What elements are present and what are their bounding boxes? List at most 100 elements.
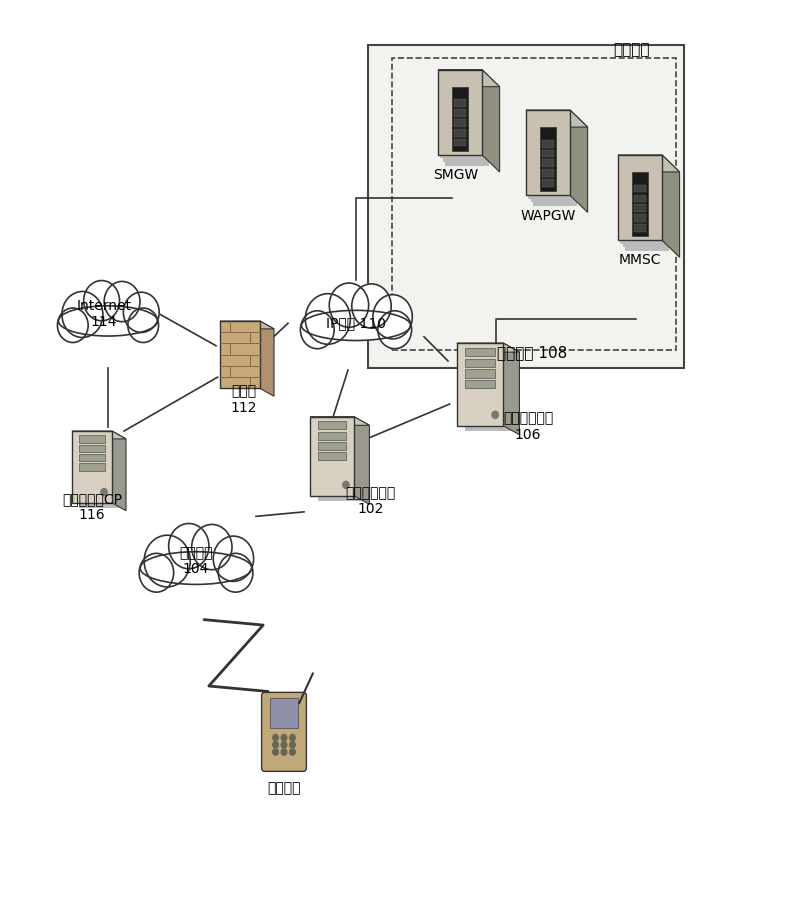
Ellipse shape xyxy=(302,311,410,340)
Text: 防火墙
112: 防火墙 112 xyxy=(230,384,258,415)
Circle shape xyxy=(273,735,278,741)
Ellipse shape xyxy=(140,551,252,585)
Circle shape xyxy=(330,283,369,327)
Text: Internet
114: Internet 114 xyxy=(77,299,131,330)
FancyBboxPatch shape xyxy=(526,110,570,196)
FancyBboxPatch shape xyxy=(452,86,468,151)
Polygon shape xyxy=(526,110,587,128)
FancyBboxPatch shape xyxy=(392,58,676,350)
Text: IP网络 110: IP网络 110 xyxy=(326,316,386,330)
Circle shape xyxy=(282,742,287,748)
Circle shape xyxy=(84,280,119,321)
FancyBboxPatch shape xyxy=(318,442,346,450)
Text: 业务路由网关
106: 业务路由网关 106 xyxy=(503,411,553,442)
FancyBboxPatch shape xyxy=(454,100,466,107)
Circle shape xyxy=(290,735,295,741)
FancyBboxPatch shape xyxy=(454,110,466,117)
Polygon shape xyxy=(457,343,519,352)
FancyBboxPatch shape xyxy=(465,380,495,389)
FancyBboxPatch shape xyxy=(626,166,670,251)
Circle shape xyxy=(104,281,140,321)
Polygon shape xyxy=(112,431,126,511)
Circle shape xyxy=(144,535,190,587)
FancyBboxPatch shape xyxy=(443,77,486,162)
FancyBboxPatch shape xyxy=(465,369,495,378)
Polygon shape xyxy=(662,154,680,257)
FancyBboxPatch shape xyxy=(79,454,105,462)
FancyBboxPatch shape xyxy=(368,45,684,368)
FancyBboxPatch shape xyxy=(79,445,105,452)
FancyBboxPatch shape xyxy=(445,81,490,166)
Polygon shape xyxy=(438,70,499,87)
FancyBboxPatch shape xyxy=(79,436,119,507)
Polygon shape xyxy=(72,431,126,439)
Text: 内容提供商CP
116: 内容提供商CP 116 xyxy=(62,492,122,523)
Polygon shape xyxy=(570,110,587,213)
FancyBboxPatch shape xyxy=(310,417,354,496)
FancyBboxPatch shape xyxy=(529,114,573,199)
Circle shape xyxy=(139,553,174,592)
Circle shape xyxy=(378,311,412,348)
FancyBboxPatch shape xyxy=(634,195,646,202)
Circle shape xyxy=(101,489,107,496)
FancyBboxPatch shape xyxy=(454,138,466,146)
Text: 数字阅读平台
102: 数字阅读平台 102 xyxy=(346,486,395,516)
FancyBboxPatch shape xyxy=(618,154,662,240)
Circle shape xyxy=(343,481,349,489)
Polygon shape xyxy=(260,321,274,396)
FancyBboxPatch shape xyxy=(454,119,466,127)
Circle shape xyxy=(62,292,103,338)
Text: WAPGW: WAPGW xyxy=(520,208,576,223)
Circle shape xyxy=(290,749,295,755)
Circle shape xyxy=(352,284,391,328)
FancyBboxPatch shape xyxy=(621,158,665,244)
FancyBboxPatch shape xyxy=(465,358,495,367)
FancyBboxPatch shape xyxy=(318,453,346,460)
FancyBboxPatch shape xyxy=(542,179,554,187)
FancyBboxPatch shape xyxy=(318,432,346,440)
Circle shape xyxy=(373,295,412,339)
FancyBboxPatch shape xyxy=(440,74,485,158)
FancyBboxPatch shape xyxy=(634,205,646,212)
Circle shape xyxy=(123,292,159,332)
Text: MMSC: MMSC xyxy=(618,253,662,268)
Text: SMGW: SMGW xyxy=(434,168,478,182)
FancyBboxPatch shape xyxy=(540,128,556,191)
Circle shape xyxy=(306,294,350,344)
FancyBboxPatch shape xyxy=(632,172,648,236)
FancyBboxPatch shape xyxy=(542,170,554,177)
Polygon shape xyxy=(482,70,499,172)
Polygon shape xyxy=(503,343,519,435)
Text: 承载网络
104: 承载网络 104 xyxy=(179,546,213,577)
FancyBboxPatch shape xyxy=(531,118,575,203)
FancyBboxPatch shape xyxy=(318,422,362,501)
Polygon shape xyxy=(354,417,370,505)
Circle shape xyxy=(192,524,232,569)
Circle shape xyxy=(128,308,158,342)
Polygon shape xyxy=(310,417,370,426)
FancyBboxPatch shape xyxy=(465,348,495,357)
FancyBboxPatch shape xyxy=(634,215,646,222)
Text: 用户终端: 用户终端 xyxy=(267,781,301,796)
Circle shape xyxy=(169,524,209,568)
Circle shape xyxy=(273,742,278,748)
Circle shape xyxy=(273,749,278,755)
Circle shape xyxy=(492,411,498,418)
Circle shape xyxy=(290,742,295,748)
FancyBboxPatch shape xyxy=(262,692,306,771)
Circle shape xyxy=(282,749,287,755)
Circle shape xyxy=(282,735,287,741)
FancyBboxPatch shape xyxy=(270,698,298,728)
FancyBboxPatch shape xyxy=(623,162,667,248)
Polygon shape xyxy=(618,154,680,172)
FancyBboxPatch shape xyxy=(79,463,105,471)
FancyBboxPatch shape xyxy=(542,150,554,157)
FancyBboxPatch shape xyxy=(457,343,503,426)
Circle shape xyxy=(218,553,253,592)
FancyBboxPatch shape xyxy=(438,70,482,154)
FancyBboxPatch shape xyxy=(465,348,511,431)
Text: 业务引擎: 业务引擎 xyxy=(614,42,650,57)
Circle shape xyxy=(58,308,88,342)
Polygon shape xyxy=(220,321,274,329)
FancyBboxPatch shape xyxy=(542,140,554,147)
